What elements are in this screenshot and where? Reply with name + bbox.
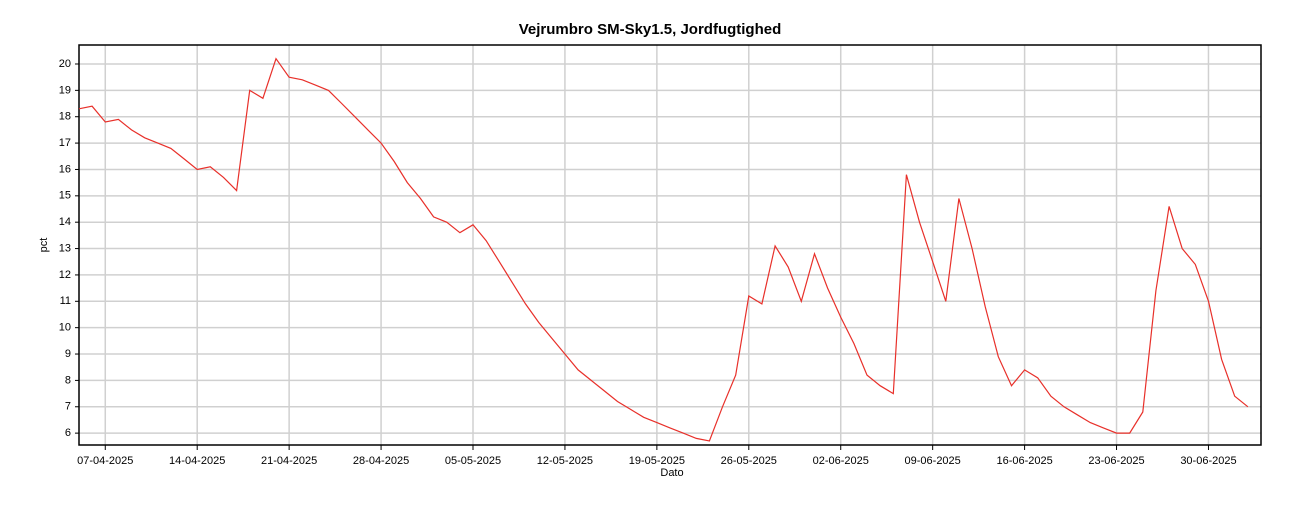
y-tick-label: 12 bbox=[59, 269, 71, 281]
y-tick-label: 6 bbox=[65, 427, 71, 439]
x-tick-label: 07-04-2025 bbox=[77, 455, 133, 467]
chart-title: Vejrumbro SM-Sky1.5, Jordfugtighed bbox=[519, 21, 782, 38]
x-tick-label: 19-05-2025 bbox=[629, 455, 685, 467]
y-tick-label: 7 bbox=[65, 401, 71, 413]
x-tick-label: 28-04-2025 bbox=[353, 455, 409, 467]
data-line bbox=[78, 57, 1249, 442]
x-tick-label: 23-06-2025 bbox=[1088, 455, 1144, 467]
y-tick-label: 19 bbox=[59, 84, 71, 96]
x-tick-label: 02-06-2025 bbox=[813, 455, 869, 467]
x-tick-label: 05-05-2025 bbox=[445, 455, 501, 467]
y-tick-label: 9 bbox=[65, 348, 71, 360]
y-axis-label: pct bbox=[38, 238, 50, 253]
x-axis-label: Dato bbox=[660, 467, 683, 479]
x-tick-label: 30-06-2025 bbox=[1180, 455, 1236, 467]
y-tick-label: 14 bbox=[59, 216, 71, 228]
x-tick-label: 16-06-2025 bbox=[996, 455, 1052, 467]
y-tick-label: 20 bbox=[59, 58, 71, 70]
x-tick-label: 09-06-2025 bbox=[905, 455, 961, 467]
y-tick-label: 11 bbox=[60, 295, 71, 307]
x-tick-label: 26-05-2025 bbox=[721, 455, 777, 467]
y-tick-label: 17 bbox=[59, 137, 71, 149]
x-tick-label: 14-04-2025 bbox=[169, 455, 225, 467]
y-tick-label: 18 bbox=[59, 111, 71, 123]
plot-frame bbox=[78, 44, 1262, 446]
y-tick-label: 16 bbox=[59, 163, 71, 175]
y-tick-label: 10 bbox=[59, 322, 71, 334]
x-tick-label: 21-04-2025 bbox=[261, 455, 317, 467]
y-tick-label: 13 bbox=[59, 242, 71, 254]
y-tick-label: 15 bbox=[59, 190, 71, 202]
x-tick-label: 12-05-2025 bbox=[537, 455, 593, 467]
y-tick-label: 8 bbox=[65, 374, 71, 386]
